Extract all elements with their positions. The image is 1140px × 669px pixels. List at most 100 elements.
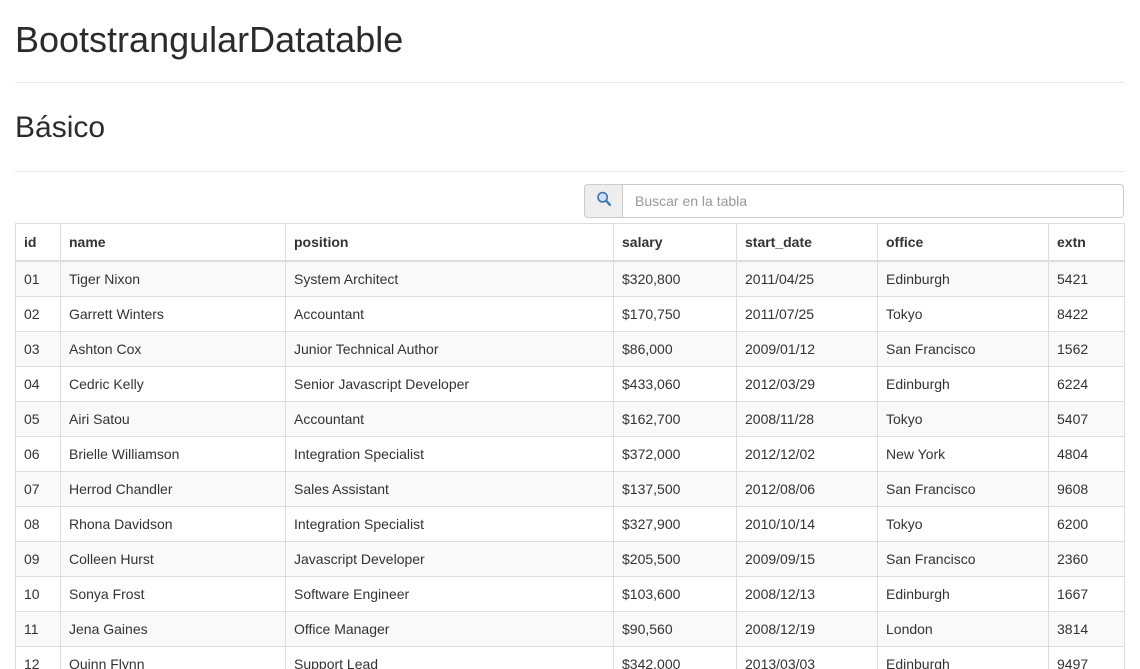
table-cell: 04 bbox=[15, 365, 61, 402]
table-cell: Office Manager bbox=[285, 610, 614, 647]
table-row: 11 Jena Gaines Office Manager $90,560 2008/1… bbox=[15, 610, 1125, 647]
table-cell: 1562 bbox=[1048, 330, 1125, 367]
table-cell: Herrod Chandler bbox=[60, 470, 286, 507]
table-cell: 2008/12/13 bbox=[736, 575, 878, 612]
table-cell: 10 bbox=[15, 575, 61, 612]
table-cell: 07 bbox=[15, 470, 61, 507]
search-input-group bbox=[584, 183, 1124, 218]
table-cell: Support Lead bbox=[285, 645, 614, 669]
table-cell: Sales Assistant bbox=[285, 470, 614, 507]
table-cell: 6200 bbox=[1048, 505, 1125, 542]
search-row bbox=[15, 183, 1124, 218]
column-header-id[interactable]: id bbox=[15, 222, 61, 262]
table-cell: 2012/03/29 bbox=[736, 365, 878, 402]
table-cell: San Francisco bbox=[877, 330, 1049, 367]
table-cell: Integration Specialist bbox=[285, 435, 614, 472]
table-row: 10 Sonya Frost Software Engineer $103,600 20… bbox=[15, 575, 1125, 612]
search-input[interactable] bbox=[622, 183, 1124, 218]
table-cell: 9608 bbox=[1048, 470, 1125, 507]
table-cell: $86,000 bbox=[613, 330, 737, 367]
table-cell: 2012/12/02 bbox=[736, 435, 878, 472]
table-cell: Tiger Nixon bbox=[60, 260, 286, 297]
table-cell: 2009/01/12 bbox=[736, 330, 878, 367]
table-cell: London bbox=[877, 610, 1049, 647]
table-cell: Edinburgh bbox=[877, 260, 1049, 297]
table-cell: San Francisco bbox=[877, 540, 1049, 577]
column-header-name[interactable]: name bbox=[60, 222, 286, 262]
table-cell: 2010/10/14 bbox=[736, 505, 878, 542]
search-addon bbox=[584, 183, 622, 218]
table-cell: Rhona Davidson bbox=[60, 505, 286, 542]
table-cell: 5421 bbox=[1048, 260, 1125, 297]
table-cell: Javascript Developer bbox=[285, 540, 614, 577]
table-cell: 2011/04/25 bbox=[736, 260, 878, 297]
table-cell: Edinburgh bbox=[877, 645, 1049, 669]
table-row: 01 Tiger Nixon System Architect $320,800 201… bbox=[15, 260, 1125, 297]
table-cell: 3814 bbox=[1048, 610, 1125, 647]
table-cell: $170,750 bbox=[613, 295, 737, 332]
table-cell: $162,700 bbox=[613, 400, 737, 437]
table-cell: 2008/12/19 bbox=[736, 610, 878, 647]
table-cell: 05 bbox=[15, 400, 61, 437]
table-cell: 5407 bbox=[1048, 400, 1125, 437]
table-row: 06 Brielle Williamson Integration Speciali… bbox=[15, 435, 1125, 472]
table-cell: Ashton Cox bbox=[60, 330, 286, 367]
column-header-position[interactable]: position bbox=[285, 222, 614, 262]
table-cell: 01 bbox=[15, 260, 61, 297]
table-row: 12 Quinn Flynn Support Lead $342,000 2013/03… bbox=[15, 645, 1125, 669]
table-cell: Tokyo bbox=[877, 400, 1049, 437]
table-cell: 12 bbox=[15, 645, 61, 669]
divider bbox=[15, 170, 1124, 172]
table-cell: 9497 bbox=[1048, 645, 1125, 669]
column-header-office[interactable]: office bbox=[877, 222, 1049, 262]
table-cell: 2009/09/15 bbox=[736, 540, 878, 577]
table-cell: $342,000 bbox=[613, 645, 737, 669]
table-cell: Brielle Williamson bbox=[60, 435, 286, 472]
table-cell: 2008/11/28 bbox=[736, 400, 878, 437]
table-cell: 02 bbox=[15, 295, 61, 332]
table-row: 09 Colleen Hurst Javascript Developer $205,… bbox=[15, 540, 1125, 577]
table-cell: $372,000 bbox=[613, 435, 737, 472]
table-cell: Cedric Kelly bbox=[60, 365, 286, 402]
table-cell: 2360 bbox=[1048, 540, 1125, 577]
table-cell: $137,500 bbox=[613, 470, 737, 507]
table-cell: System Architect bbox=[285, 260, 614, 297]
table-header-row: id name position salary start_date office extn bbox=[15, 222, 1125, 262]
table-cell: Tokyo bbox=[877, 295, 1049, 332]
search-icon bbox=[595, 190, 613, 211]
table-cell: Sonya Frost bbox=[60, 575, 286, 612]
table-cell: 09 bbox=[15, 540, 61, 577]
table-row: 05 Airi Satou Accountant $162,700 2008/11/28… bbox=[15, 400, 1125, 437]
table-cell: 1667 bbox=[1048, 575, 1125, 612]
table-cell: Accountant bbox=[285, 295, 614, 332]
table-cell: 4804 bbox=[1048, 435, 1125, 472]
table-cell: Colleen Hurst bbox=[60, 540, 286, 577]
table-cell: Jena Gaines bbox=[60, 610, 286, 647]
table-cell: $433,060 bbox=[613, 365, 737, 402]
table-cell: $320,800 bbox=[613, 260, 737, 297]
table-cell: 8422 bbox=[1048, 295, 1125, 332]
table-row: 02 Garrett Winters Accountant $170,750 2011/… bbox=[15, 295, 1125, 332]
table-cell: 2012/08/06 bbox=[736, 470, 878, 507]
table-body: 01 Tiger Nixon System Architect $320,800 201… bbox=[15, 260, 1125, 669]
column-header-extn[interactable]: extn bbox=[1048, 222, 1125, 262]
table-cell: 06 bbox=[15, 435, 61, 472]
table-cell: San Francisco bbox=[877, 470, 1049, 507]
table-cell: Software Engineer bbox=[285, 575, 614, 612]
table-cell: $90,560 bbox=[613, 610, 737, 647]
table-cell: Edinburgh bbox=[877, 365, 1049, 402]
table-row: 08 Rhona Davidson Integration Specialist $3… bbox=[15, 505, 1125, 542]
data-table: id name position salary start_date office extn… bbox=[15, 222, 1125, 669]
table-cell: 6224 bbox=[1048, 365, 1125, 402]
section-title: Básico bbox=[15, 110, 106, 144]
column-header-start_date[interactable]: start_date bbox=[736, 222, 878, 262]
column-header-salary[interactable]: salary bbox=[613, 222, 737, 262]
table-cell: Garrett Winters bbox=[60, 295, 286, 332]
table-cell: Integration Specialist bbox=[285, 505, 614, 542]
table-cell: 11 bbox=[15, 610, 61, 647]
table-row: 04 Cedric Kelly Senior Javascript Develope… bbox=[15, 365, 1125, 402]
table-header: id name position salary start_date office extn bbox=[15, 222, 1125, 262]
table-cell: $327,900 bbox=[613, 505, 737, 542]
table-cell: Senior Javascript Developer bbox=[285, 365, 614, 402]
table-cell: New York bbox=[877, 435, 1049, 472]
